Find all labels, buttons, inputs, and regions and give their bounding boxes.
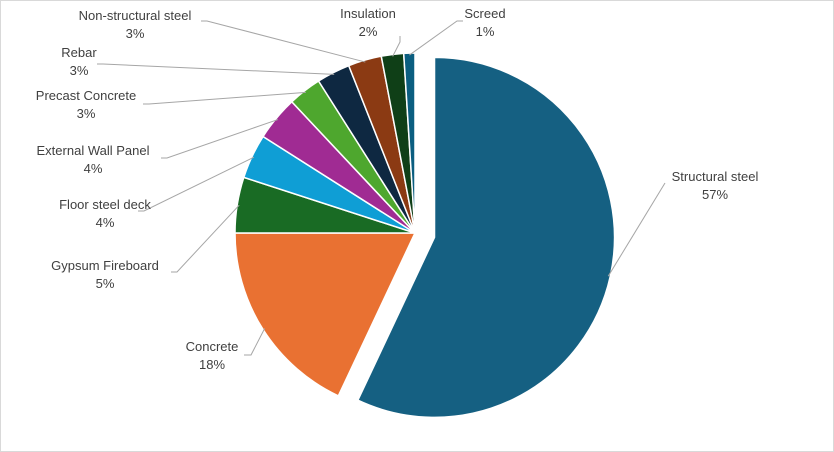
slice-label-percent: 18% — [199, 357, 225, 372]
slice-label-name: External Wall Panel — [37, 143, 150, 158]
pie-slice-structural-steel — [356, 56, 616, 419]
slice-label-percent: 3% — [70, 63, 89, 78]
leader-line — [201, 20, 366, 63]
slice-label-percent: 57% — [702, 187, 728, 202]
slice-label-name: Structural steel — [672, 169, 759, 184]
leader-line — [171, 204, 240, 273]
slice-label-name: Floor steel deck — [59, 197, 151, 212]
pie-slice-concrete — [234, 232, 417, 397]
leader-line — [161, 119, 279, 159]
slice-label-percent: 5% — [96, 276, 115, 291]
slice-label-percent: 4% — [84, 161, 103, 176]
slice-label-name: Non-structural steel — [79, 8, 192, 23]
slice-label: Rebar 3% — [61, 45, 97, 78]
slice-label: Precast Concrete 3% — [36, 88, 136, 121]
slice-label: Concrete 18% — [186, 339, 239, 372]
leader-line — [138, 156, 255, 212]
slice-label: Floor steel deck 4% — [59, 197, 151, 230]
leader-line — [143, 91, 306, 105]
slice-label: Structural steel 57% — [672, 169, 759, 202]
leader-line — [97, 63, 335, 75]
slice-label-name: Gypsum Fireboard — [51, 258, 159, 273]
slice-label-name: Precast Concrete — [36, 88, 136, 103]
slice-label-name: Screed — [464, 6, 505, 21]
slice-label-percent: 1% — [476, 24, 495, 39]
leader-line — [244, 328, 266, 356]
slice-label: Insulation 2% — [340, 6, 396, 39]
pie-slice-screed — [402, 52, 416, 234]
leader-line — [409, 20, 463, 56]
leader-line — [392, 36, 401, 57]
slice-label: Gypsum Fireboard 5% — [51, 258, 159, 291]
slice-label: External Wall Panel 4% — [37, 143, 150, 176]
slice-label-percent: 4% — [96, 215, 115, 230]
slice-label-name: Insulation — [340, 6, 396, 21]
slice-label-name: Concrete — [186, 339, 239, 354]
slice-label: Screed 1% — [464, 6, 505, 39]
slice-label-percent: 3% — [126, 26, 145, 41]
slice-label-name: Rebar — [61, 45, 97, 60]
slice-label-percent: 2% — [359, 24, 378, 39]
slice-label: Non-structural steel 3% — [79, 8, 192, 41]
leader-line — [607, 182, 666, 277]
slice-label-percent: 3% — [77, 106, 96, 121]
